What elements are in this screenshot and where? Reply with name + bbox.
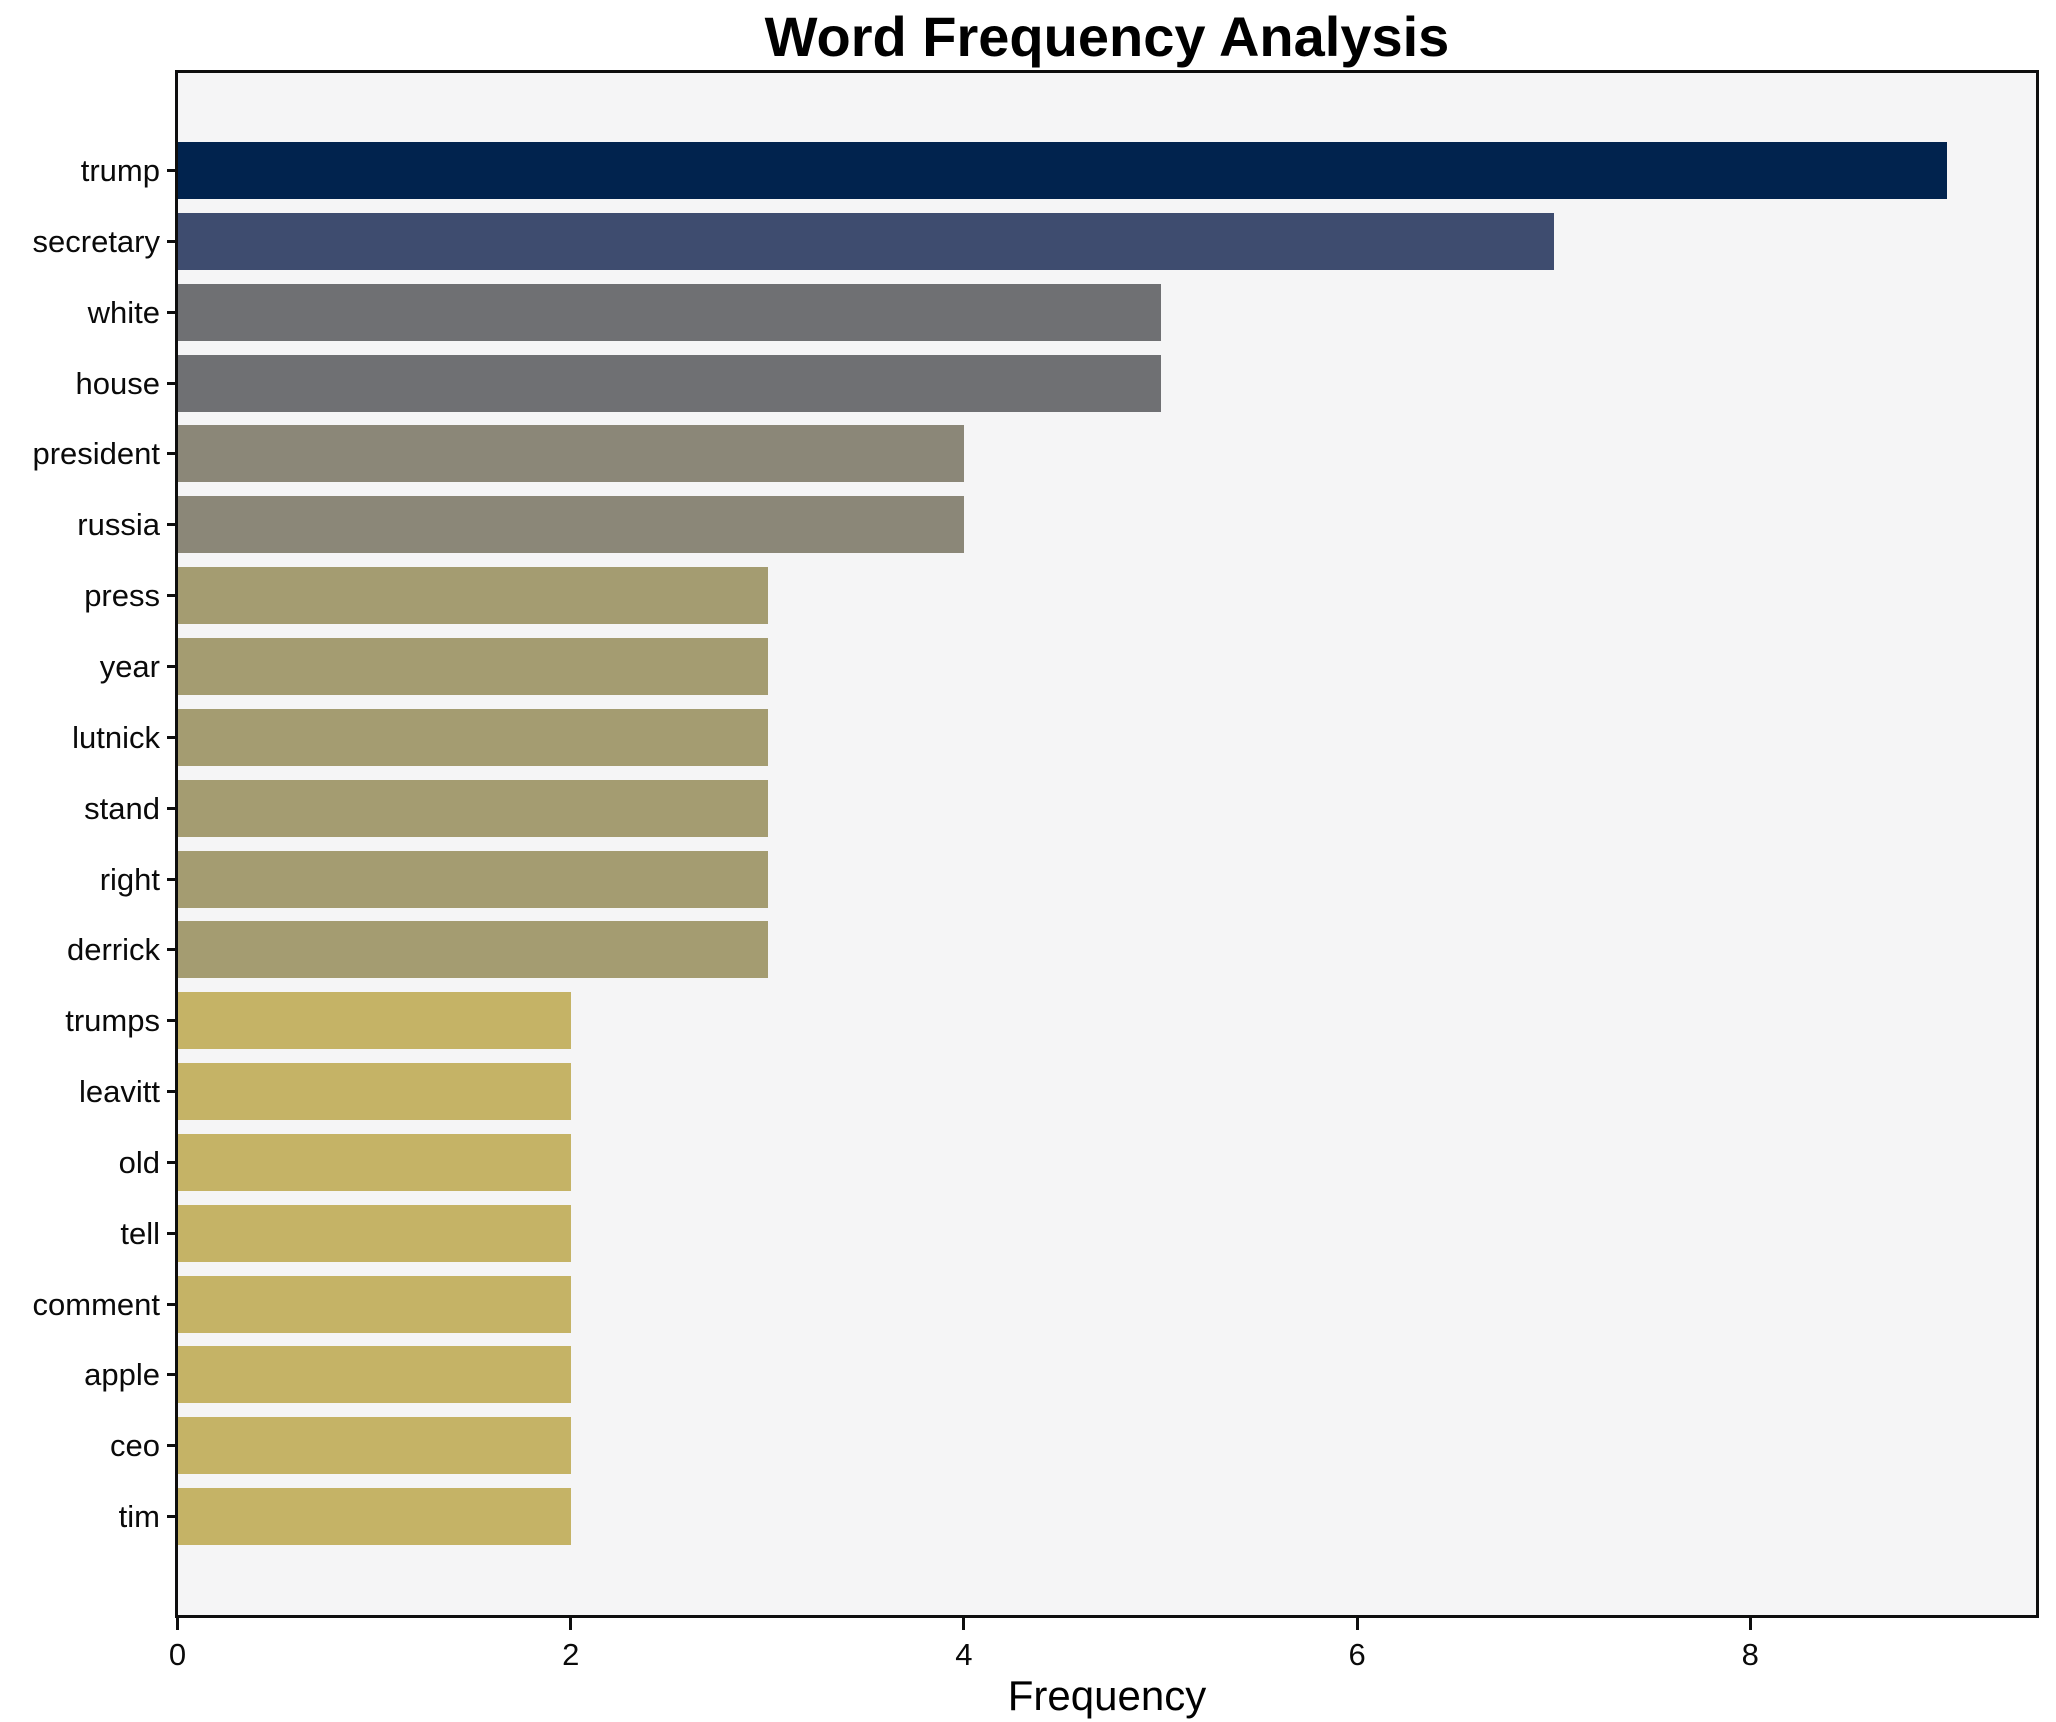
y-tick-label: old bbox=[118, 1144, 160, 1180]
bar-house bbox=[178, 354, 1161, 412]
bar-ceo bbox=[178, 1417, 572, 1475]
y-tick-mark bbox=[166, 1444, 178, 1448]
y-tick-mark bbox=[166, 169, 178, 172]
bar-president bbox=[178, 425, 965, 483]
x-tick-label: 4 bbox=[955, 1637, 973, 1672]
bar-stand bbox=[178, 779, 768, 837]
bar-right bbox=[178, 850, 768, 908]
bar-white bbox=[178, 283, 1161, 341]
y-tick-mark bbox=[166, 452, 178, 456]
y-tick-label: secretary bbox=[32, 223, 160, 259]
bar-press bbox=[178, 567, 768, 625]
chart-title: Word Frequency Analysis bbox=[764, 5, 1450, 68]
bar-lutnick bbox=[178, 708, 768, 766]
y-tick-mark bbox=[166, 1302, 178, 1306]
y-tick-mark bbox=[166, 1515, 178, 1519]
bar-year bbox=[178, 637, 768, 695]
y-tick-mark bbox=[166, 594, 178, 598]
x-tick-mark bbox=[962, 1618, 966, 1630]
y-tick-mark bbox=[166, 1019, 178, 1023]
bar-comment bbox=[178, 1275, 572, 1333]
y-tick-mark bbox=[166, 664, 178, 668]
bar-derrick bbox=[178, 921, 768, 979]
y-tick-label: tim bbox=[118, 1499, 160, 1535]
y-tick-label: russia bbox=[77, 507, 160, 543]
x-tick-label: 2 bbox=[562, 1637, 580, 1672]
y-tick-label: trumps bbox=[65, 1003, 160, 1039]
x-tick-mark bbox=[569, 1618, 573, 1630]
x-axis-label: Frequency bbox=[1007, 1672, 1207, 1719]
x-tick-label: 6 bbox=[1348, 1637, 1366, 1672]
bar-trumps bbox=[178, 992, 572, 1050]
y-tick-mark bbox=[166, 523, 178, 527]
bar-apple bbox=[178, 1346, 572, 1404]
y-tick-label: lutnick bbox=[72, 719, 160, 755]
y-tick-label: white bbox=[87, 294, 160, 330]
x-tick-mark bbox=[176, 1618, 179, 1630]
bar-tim bbox=[178, 1488, 572, 1546]
bar-old bbox=[178, 1133, 572, 1191]
y-tick-label: derrick bbox=[66, 932, 160, 968]
bar-leavitt bbox=[178, 1063, 572, 1121]
y-tick-label: house bbox=[75, 365, 160, 401]
x-tick-mark bbox=[1355, 1618, 1359, 1630]
y-tick-label: tell bbox=[120, 1215, 160, 1251]
y-tick-mark bbox=[166, 1090, 178, 1094]
y-tick-mark bbox=[166, 1373, 178, 1377]
x-tick-mark bbox=[1748, 1618, 1752, 1630]
y-tick-label: leavitt bbox=[79, 1074, 160, 1110]
x-tick-label: 8 bbox=[1741, 1637, 1759, 1672]
y-tick-label: right bbox=[99, 861, 160, 897]
y-tick-label: trump bbox=[80, 153, 160, 188]
bar-tell bbox=[178, 1204, 572, 1262]
y-tick-mark bbox=[166, 806, 178, 810]
y-tick-mark bbox=[166, 1231, 178, 1235]
y-tick-label: year bbox=[99, 648, 160, 684]
y-tick-mark bbox=[166, 381, 178, 385]
y-tick-label: stand bbox=[84, 790, 160, 826]
bar-secretary bbox=[178, 212, 1555, 270]
y-tick-mark bbox=[166, 1160, 178, 1164]
y-tick-mark bbox=[166, 310, 178, 314]
y-tick-mark bbox=[166, 239, 178, 243]
plot-area bbox=[175, 70, 2039, 1618]
bar-russia bbox=[178, 496, 965, 554]
y-tick-label: press bbox=[84, 578, 160, 614]
x-tick-label: 0 bbox=[168, 1637, 187, 1672]
y-tick-label: apple bbox=[84, 1357, 160, 1393]
y-tick-label: ceo bbox=[110, 1428, 160, 1464]
y-tick-label: president bbox=[32, 436, 160, 472]
y-tick-label: comment bbox=[32, 1286, 160, 1322]
y-tick-mark bbox=[166, 877, 178, 881]
y-tick-mark bbox=[166, 948, 178, 952]
y-tick-mark bbox=[166, 735, 178, 739]
bar-trump bbox=[178, 142, 1948, 199]
